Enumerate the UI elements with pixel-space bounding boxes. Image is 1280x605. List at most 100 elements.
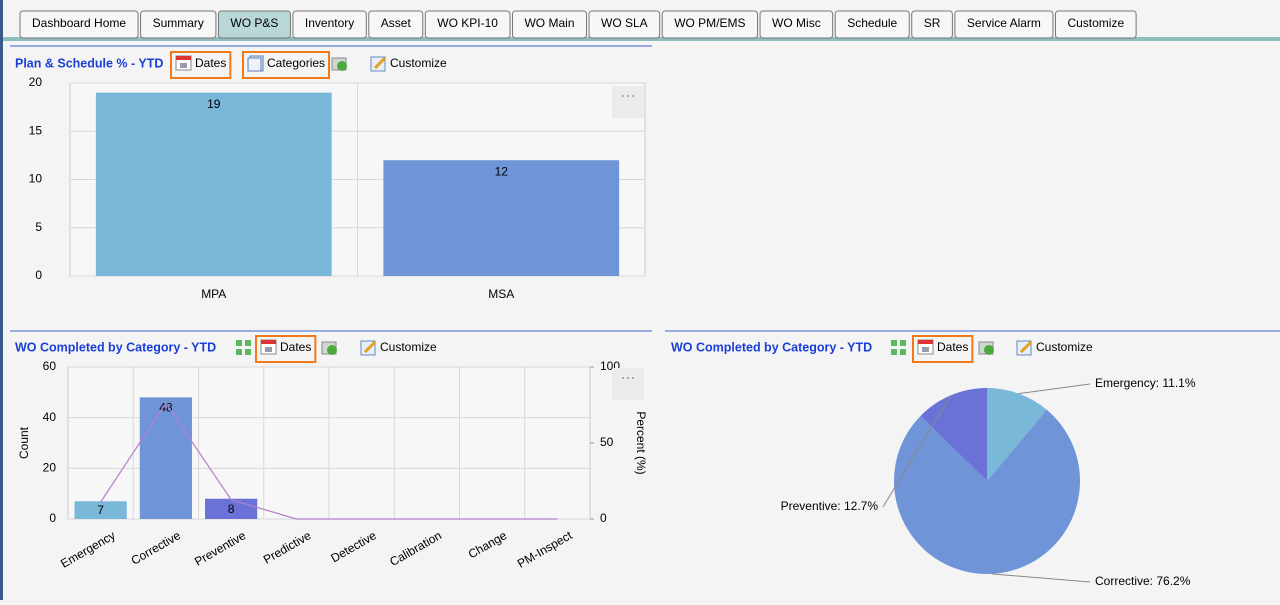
tab-shape [1054,10,1137,39]
categories-icon [247,55,264,72]
y-tick-label: 5 [35,220,42,234]
leader-line [991,573,1091,583]
tab-label: WO Misc [772,16,821,30]
tab-label: SR [924,16,941,30]
icon-part [180,63,187,68]
tab-label: WO SLA [601,16,648,30]
bar [74,501,127,519]
button-label: Categories [267,56,325,70]
expand-icon [891,340,906,355]
y2-tick-label: 50 [600,435,614,449]
tab-label: Asset [381,16,412,30]
tab[interactable]: Inventory [292,10,367,39]
menu-box [612,368,644,400]
toolbar-button[interactable]: Customize [390,56,447,70]
tab[interactable]: WO Main [511,10,587,39]
toolbar-button[interactable]: Dates [912,335,974,363]
tab[interactable]: WO Misc [759,10,834,39]
tab-label: Summary [153,16,204,30]
tab-label: Service Alarm [967,16,1041,30]
tab-shape [292,10,367,39]
tab-label: Dashboard Home [32,16,126,30]
tab-label: WO Main [524,16,574,30]
tab[interactable]: Asset [368,10,424,39]
menu-dot [622,95,624,97]
button-label: Dates [195,56,226,70]
tab-shape [19,10,139,39]
tab-strip-line [3,37,1280,41]
button-label: Customize [380,340,437,354]
customize-icon [1016,340,1033,356]
y-axis-label: Count [17,426,31,459]
button-highlight [912,335,974,363]
tab-shape [954,10,1054,39]
tab-shape [217,10,291,39]
toolbar-button[interactable]: Customize [380,340,437,354]
panel-title: WO Completed by Category - YTD [15,340,216,354]
tab-shape [511,10,587,39]
icon-part [245,340,251,346]
refresh-icon [321,341,337,355]
tab[interactable]: Summary [140,10,217,39]
tab-shape [140,10,217,39]
icon-part [900,340,906,346]
toolbar-button[interactable]: Dates [255,335,317,363]
button-label: Dates [280,340,311,354]
tab[interactable]: WO SLA [588,10,661,39]
tab-label: Inventory [305,16,354,30]
y-tick-label: 10 [29,172,43,186]
x-tick-label: MPA [201,287,226,301]
tab[interactable]: SR [911,10,953,39]
tab[interactable]: WO P&S [217,10,291,39]
tab[interactable]: Dashboard Home [19,10,139,39]
data-label: 48 [159,401,173,415]
toolbar-button[interactable]: Dates [170,51,232,79]
menu-dot [632,377,634,379]
menu-dot [627,95,629,97]
y-tick-label: 20 [29,75,43,89]
customize-icon [370,56,387,72]
button-highlight [255,335,317,363]
tab[interactable]: WO KPI-10 [424,10,511,39]
bar [139,397,192,519]
chart-menu[interactable] [612,368,644,400]
calendar-icon [260,339,277,355]
tab-shape [759,10,834,39]
tab[interactable]: Schedule [834,10,910,39]
refresh-icon [978,341,994,355]
icon-part [236,349,242,355]
data-label: 12 [495,164,509,178]
button-highlight [242,51,331,79]
x-tick-label: MSA [488,287,514,301]
y-tick-label: 40 [43,410,57,424]
icon-part [236,340,242,346]
menu-box [612,86,644,118]
tab[interactable]: WO PM/EMS [661,10,759,39]
toolbar-button[interactable]: Customize [1036,340,1093,354]
data-label: 8 [228,502,235,516]
tab-shape [911,10,953,39]
tab-label: WO PM/EMS [674,16,745,30]
calendar-icon [175,55,192,71]
button-label: Customize [1036,340,1093,354]
icon-part [984,345,994,355]
toolbar-button[interactable]: Categories [242,51,331,79]
icon-part [918,340,933,344]
data-label: 7 [97,503,104,517]
slice-label: Emergency: 11.1% [1095,376,1196,390]
tab[interactable]: Service Alarm [954,10,1054,39]
icon-part [363,340,377,354]
button-label: Dates [937,340,968,354]
icon-part [265,347,272,352]
tab-label: Customize [1067,16,1124,30]
chart-menu[interactable] [612,86,644,118]
tab[interactable]: Customize [1054,10,1137,39]
icon-part [373,56,387,70]
menu-dot [632,95,634,97]
icon-part [891,349,897,355]
calendar-icon [917,339,934,355]
menu-dot [622,377,624,379]
icon-part [900,349,906,355]
